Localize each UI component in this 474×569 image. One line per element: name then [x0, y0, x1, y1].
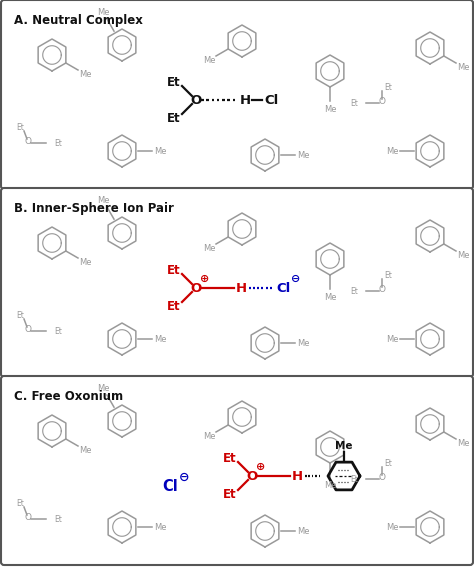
Text: Et: Et [16, 498, 24, 508]
Text: Et: Et [384, 270, 392, 279]
Text: Et: Et [223, 451, 237, 464]
Text: Me: Me [324, 480, 336, 489]
Text: Et: Et [384, 83, 392, 92]
Text: Cl: Cl [162, 479, 178, 493]
Text: Me: Me [97, 196, 109, 205]
Text: Me: Me [386, 522, 398, 531]
Text: O: O [25, 137, 31, 146]
Text: Me: Me [79, 69, 91, 79]
Text: ⊕: ⊕ [256, 462, 266, 472]
FancyBboxPatch shape [1, 188, 473, 377]
Text: O: O [191, 93, 201, 106]
Text: Cl: Cl [277, 282, 291, 295]
Text: ⊖: ⊖ [292, 274, 301, 284]
Text: Me: Me [456, 250, 469, 259]
Text: Me: Me [324, 292, 336, 302]
Text: Et: Et [54, 138, 62, 147]
Text: Et: Et [350, 475, 358, 484]
Text: Me: Me [297, 150, 309, 159]
Text: ⊕: ⊕ [201, 274, 210, 284]
Text: O: O [379, 284, 385, 294]
FancyBboxPatch shape [1, 0, 473, 189]
Text: H: H [292, 469, 302, 483]
Text: Et: Et [223, 488, 237, 501]
Text: H: H [239, 93, 251, 106]
Text: Me: Me [154, 146, 166, 155]
Text: Me: Me [203, 244, 215, 253]
Text: Et: Et [167, 76, 181, 89]
Text: Me: Me [154, 522, 166, 531]
Text: Et: Et [167, 263, 181, 277]
Text: Me: Me [386, 146, 398, 155]
Text: Me: Me [203, 56, 215, 64]
Text: O: O [25, 324, 31, 333]
Text: O: O [379, 472, 385, 481]
FancyBboxPatch shape [1, 376, 473, 565]
Text: Et: Et [350, 287, 358, 295]
Text: Me: Me [154, 335, 166, 344]
Text: B. Inner-Sphere Ion Pair: B. Inner-Sphere Ion Pair [14, 202, 174, 215]
Text: Me: Me [97, 7, 109, 17]
Text: Me: Me [297, 339, 309, 348]
Text: O: O [246, 469, 258, 483]
Text: O: O [191, 282, 201, 295]
Text: Me: Me [456, 63, 469, 72]
Text: C. Free Oxonium: C. Free Oxonium [14, 390, 123, 403]
Text: Et: Et [16, 311, 24, 320]
Text: Et: Et [54, 327, 62, 336]
Text: Me: Me [79, 446, 91, 455]
Text: Me: Me [297, 526, 309, 535]
Text: Et: Et [54, 514, 62, 523]
Text: Me: Me [97, 384, 109, 393]
Text: Et: Et [167, 299, 181, 312]
Text: Et: Et [384, 459, 392, 468]
Text: Me: Me [79, 258, 91, 266]
Text: Me: Me [324, 105, 336, 113]
Text: H: H [236, 282, 246, 295]
Text: A. Neutral Complex: A. Neutral Complex [14, 14, 143, 27]
Text: O: O [379, 97, 385, 105]
Text: Me: Me [386, 335, 398, 344]
Text: Et: Et [350, 98, 358, 108]
Text: Cl: Cl [265, 93, 279, 106]
Text: Me: Me [456, 439, 469, 447]
Text: Me: Me [335, 441, 353, 451]
Text: Me: Me [203, 431, 215, 440]
Text: Et: Et [16, 122, 24, 131]
Text: Et: Et [167, 112, 181, 125]
Text: ⊖: ⊖ [179, 471, 189, 484]
Text: O: O [25, 513, 31, 522]
